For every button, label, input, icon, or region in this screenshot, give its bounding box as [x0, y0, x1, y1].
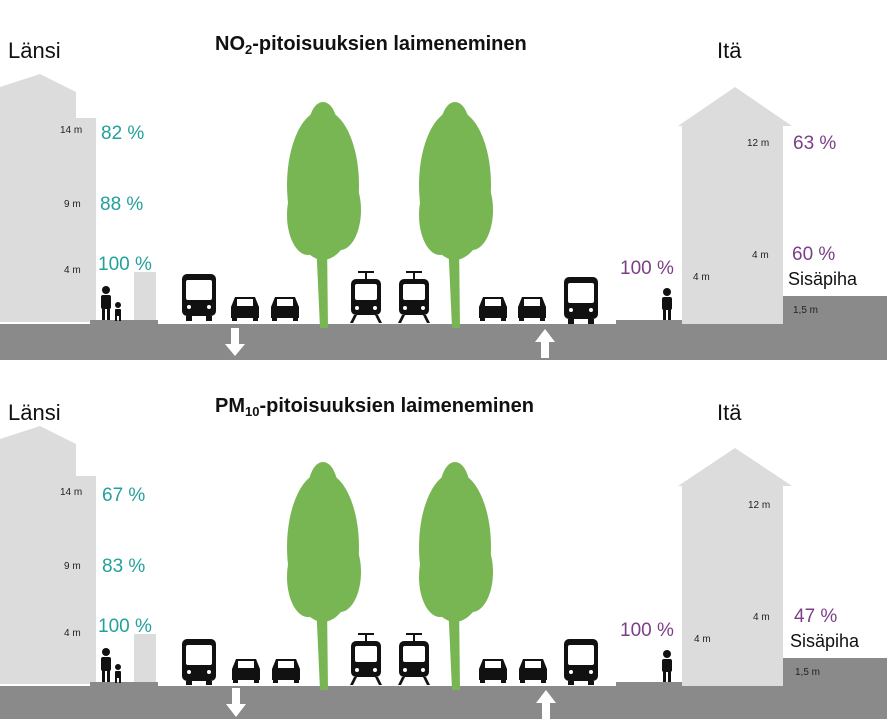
car-icon: [232, 659, 260, 683]
east-label: Itä: [717, 38, 742, 63]
east-height-label: 4 m: [752, 250, 769, 261]
panel-title: PM10-pitoisuuksien laimeneminen: [215, 395, 534, 419]
car-icon: [271, 297, 299, 321]
arrow-up-icon: [536, 690, 556, 719]
tree-icon: [287, 102, 361, 328]
west-building: [0, 74, 96, 322]
courtyard-label: Sisäpiha: [790, 631, 860, 651]
east-sidewalk: [616, 682, 682, 688]
child-icon: [115, 302, 121, 321]
bus-icon: [564, 277, 598, 324]
car-icon: [479, 659, 507, 683]
tree-icon: [419, 462, 493, 690]
courtyard-label: Sisäpiha: [788, 269, 858, 289]
west-value: 88 %: [100, 194, 144, 215]
east-height-label: 4 m: [693, 272, 710, 283]
east-sidewalk: [616, 320, 682, 326]
west-height-label: 14 m: [60, 487, 83, 498]
west-value: 100 %: [98, 616, 152, 637]
bus-icon: [182, 639, 216, 685]
no2-street-diagram: [0, 74, 887, 360]
car-icon: [479, 297, 507, 321]
east-building: [678, 448, 792, 688]
east-building: [678, 87, 792, 326]
pedestrian-icon: [662, 288, 672, 320]
bus-icon: [182, 274, 216, 321]
bus-icon: [564, 639, 598, 685]
west-building: [0, 426, 96, 684]
east-height-label: 12 m: [747, 138, 770, 149]
tram-icon: [398, 271, 430, 323]
west-height-label: 9 m: [64, 561, 81, 572]
east-value: 63 %: [793, 133, 837, 154]
pm10-street-diagram: [0, 426, 887, 719]
west-height-label: 9 m: [64, 199, 81, 210]
pedestrian-icon: [662, 650, 672, 682]
car-icon: [519, 659, 547, 683]
child-icon: [115, 664, 121, 683]
east-height-label: 12 m: [748, 500, 771, 511]
pedestrian-icon: [101, 286, 111, 320]
tree-icon: [419, 102, 493, 328]
west-value: 82 %: [101, 123, 145, 144]
east-street-value: 100 %: [620, 620, 674, 641]
east-height-label: 4 m: [694, 634, 711, 645]
west-sidewalk: [90, 682, 158, 688]
west-kiosk: [134, 634, 156, 684]
west-value: 67 %: [102, 485, 146, 506]
courtyard-ground: [783, 658, 887, 688]
car-icon: [518, 297, 546, 321]
west-sidewalk: [90, 320, 158, 326]
east-value: 47 %: [794, 606, 838, 627]
road: [0, 324, 887, 360]
car-icon: [231, 297, 259, 321]
east-street-value: 100 %: [620, 258, 674, 279]
west-value: 83 %: [102, 556, 146, 577]
tram-icon: [350, 633, 382, 685]
no2-panel: Länsi Itä NO2-pitoisuuksien laimeneminen…: [0, 33, 887, 360]
arrow-down-icon: [225, 328, 245, 356]
arrow-up-icon: [535, 329, 555, 358]
road: [0, 686, 887, 719]
tram-icon: [350, 271, 382, 323]
panel-title: NO2-pitoisuuksien laimeneminen: [215, 33, 527, 57]
west-height-label: 14 m: [60, 125, 83, 136]
courtyard-height-label: 1,5 m: [795, 667, 821, 678]
east-label: Itä: [717, 400, 742, 425]
west-height-label: 4 m: [64, 265, 81, 276]
tree-icon: [287, 462, 361, 690]
east-height-label: 4 m: [753, 612, 770, 623]
arrow-down-icon: [226, 688, 246, 717]
west-label: Länsi: [8, 38, 61, 63]
west-height-label: 4 m: [64, 628, 81, 639]
pm10-panel: Länsi Itä PM10-pitoisuuksien laimenemine…: [0, 362, 887, 719]
east-value: 60 %: [792, 244, 836, 265]
tram-icon: [398, 633, 430, 685]
west-label: Länsi: [8, 400, 61, 425]
pedestrian-icon: [101, 648, 111, 682]
west-kiosk: [134, 272, 156, 322]
courtyard-height-label: 1,5 m: [793, 305, 819, 316]
car-icon: [272, 659, 300, 683]
west-value: 100 %: [98, 254, 152, 275]
courtyard-ground: [783, 296, 887, 326]
